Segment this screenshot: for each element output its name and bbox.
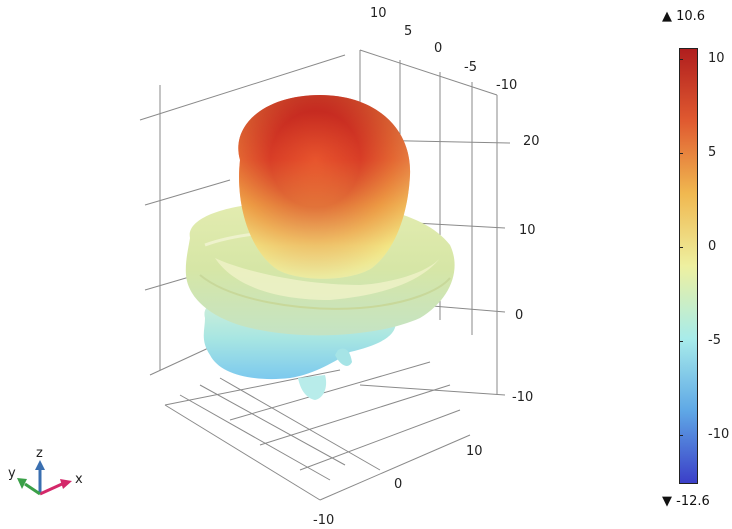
colorbar-tick-mark bbox=[679, 247, 683, 248]
top-tick-label: 5 bbox=[404, 24, 412, 39]
colorbar-tick-mark bbox=[679, 341, 683, 342]
top-tick-label: -10 bbox=[496, 78, 517, 93]
right-tick-label: 10 bbox=[519, 223, 536, 238]
colorbar-tick-mark bbox=[679, 59, 683, 60]
bottom-tick-label: 0 bbox=[394, 477, 402, 492]
colorbar-tick-label: 5 bbox=[708, 145, 717, 160]
triad-x-label: x bbox=[75, 472, 83, 487]
top-lobe bbox=[238, 95, 411, 279]
colorbar-tick-label: 10 bbox=[708, 51, 725, 66]
y-arrow-head bbox=[17, 478, 27, 489]
right-tick-label: 20 bbox=[523, 134, 540, 149]
colorbar-min-label: ▼ -12.6 bbox=[662, 494, 710, 509]
colorbar-tick-mark bbox=[679, 153, 683, 154]
colorbar-tick-label: 0 bbox=[708, 239, 717, 254]
top-tick-label: 10 bbox=[370, 6, 387, 21]
colorbar-tick-label: -5 bbox=[708, 333, 721, 348]
colorbar-max-label: ▲ 10.6 bbox=[662, 9, 706, 24]
top-axis-ticks: 10 5 0 -5 -10 bbox=[370, 6, 517, 93]
triad-y-label: y bbox=[8, 466, 16, 481]
top-tick-label: -5 bbox=[464, 60, 477, 75]
top-tick-label: 0 bbox=[434, 41, 442, 56]
colorbar-tick-mark bbox=[679, 435, 683, 436]
x-axis-arrow bbox=[39, 482, 63, 496]
y-axis-arrow bbox=[24, 482, 41, 496]
axis-triad: z y x bbox=[8, 446, 83, 496]
right-tick-label: -10 bbox=[512, 390, 533, 405]
triad-z-label: z bbox=[36, 446, 43, 461]
z-arrow-head bbox=[35, 460, 45, 470]
colorbar-tick-label: -10 bbox=[708, 427, 730, 442]
bottom-axis-ticks: 10 0 -10 bbox=[313, 444, 483, 528]
x-arrow-head bbox=[60, 479, 72, 489]
right-axis-ticks: 20 10 0 -10 bbox=[512, 134, 540, 405]
right-tick-label: 0 bbox=[515, 308, 523, 323]
bottom-tick-label: -10 bbox=[313, 513, 334, 528]
colorbar bbox=[679, 48, 698, 484]
bottom-tick-label: 10 bbox=[466, 444, 483, 459]
